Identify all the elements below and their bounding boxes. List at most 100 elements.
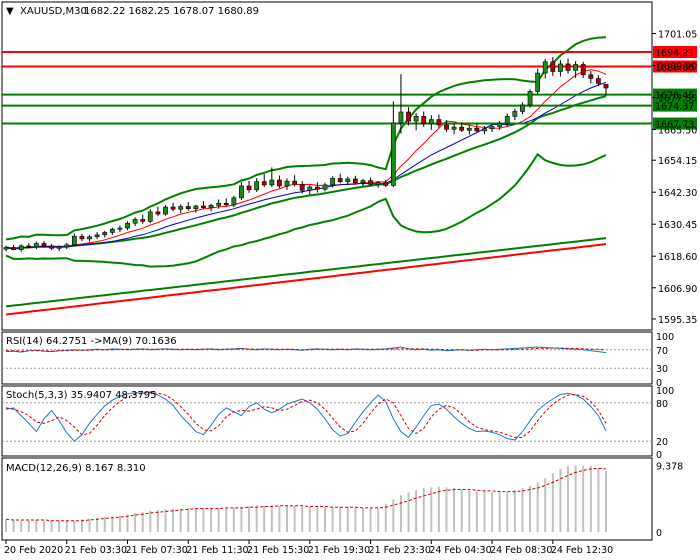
candle-body[interactable] — [193, 205, 199, 209]
candle-body[interactable] — [573, 64, 579, 71]
candle-body[interactable] — [352, 178, 358, 184]
candle-body[interactable] — [390, 122, 396, 186]
candle-body[interactable] — [246, 185, 252, 191]
candle-body[interactable] — [504, 116, 510, 124]
candle-body[interactable] — [375, 182, 381, 185]
candle-body[interactable] — [588, 74, 594, 79]
candle-body[interactable] — [565, 63, 571, 71]
candle-body[interactable] — [261, 181, 267, 186]
candle-body[interactable] — [125, 222, 130, 229]
candle-body[interactable] — [603, 84, 609, 89]
long-ma-red-line — [5, 243, 607, 316]
candle-body[interactable] — [398, 111, 404, 124]
time-tick-label: 21 Feb 03:30 — [65, 545, 127, 556]
candle-body[interactable] — [11, 247, 16, 250]
candle-body[interactable] — [147, 211, 153, 222]
macd-panel[interactable] — [1, 457, 653, 541]
candle-body[interactable] — [216, 202, 222, 206]
candle-body[interactable] — [337, 178, 343, 182]
candle-body[interactable] — [163, 206, 168, 215]
candle-body[interactable] — [269, 179, 275, 186]
rsi-panel[interactable] — [1, 331, 653, 385]
candle-body[interactable] — [330, 178, 335, 186]
candle-body[interactable] — [170, 206, 176, 210]
rsi-tick-label: 100 — [656, 332, 674, 343]
candle-body[interactable] — [201, 205, 206, 208]
candle-body[interactable] — [231, 197, 237, 206]
price-tick-label: 1701.05 — [658, 30, 697, 41]
level-tag-text-1688.86: 1688.86 — [655, 62, 694, 73]
candle-body[interactable] — [56, 246, 62, 249]
candle-body[interactable] — [474, 127, 480, 132]
candle-body[interactable] — [155, 211, 161, 215]
candle-body[interactable] — [64, 244, 70, 248]
candle-body[interactable] — [421, 116, 427, 125]
rsi-tick-label: 70 — [656, 346, 668, 357]
candle-body[interactable] — [254, 181, 260, 191]
candle-body[interactable] — [132, 219, 138, 224]
candle-body[interactable] — [527, 91, 533, 106]
candle-body[interactable] — [223, 202, 229, 206]
candle-body[interactable] — [79, 235, 85, 240]
candle-body[interactable] — [292, 180, 297, 185]
candle-body[interactable] — [459, 126, 465, 131]
candle-body[interactable] — [322, 184, 328, 190]
candle-body[interactable] — [413, 116, 419, 122]
candle-body[interactable] — [208, 205, 214, 208]
candle-body[interactable] — [140, 219, 146, 222]
candle-body[interactable] — [428, 119, 434, 125]
candle-body[interactable] — [284, 180, 290, 187]
candle-body[interactable] — [307, 186, 313, 191]
candle-body[interactable] — [178, 206, 184, 210]
candle-body[interactable] — [41, 243, 47, 247]
macd-title: MACD(12,26,9) 8.167 8.310 — [6, 463, 146, 474]
candle-body[interactable] — [558, 63, 563, 72]
candle-body[interactable] — [71, 235, 77, 246]
candle-body[interactable] — [315, 186, 320, 190]
symbol-timeframe: XAUUSD,M30 — [20, 6, 87, 17]
candle-body[interactable] — [239, 185, 244, 199]
candle-body[interactable] — [596, 78, 601, 84]
stoch-tick-label: 80 — [656, 399, 668, 410]
candle-body[interactable] — [535, 72, 541, 92]
price-panel[interactable] — [1, 1, 653, 331]
candle-body[interactable] — [406, 111, 411, 122]
candle-body[interactable] — [277, 179, 282, 187]
stoch-tick-label: 20 — [656, 437, 668, 448]
candle-body[interactable] — [489, 126, 495, 130]
candle-body[interactable] — [466, 127, 472, 131]
candle-body[interactable] — [368, 180, 373, 185]
candle-body[interactable] — [26, 245, 32, 248]
candle-body[interactable] — [109, 228, 115, 233]
candle-body[interactable] — [87, 236, 92, 240]
price-tick-label: 1665.50 — [658, 126, 697, 137]
candle-body[interactable] — [436, 119, 442, 126]
candle-body[interactable] — [383, 182, 389, 186]
candle-body[interactable] — [444, 124, 449, 130]
level-tag-1688.86 — [653, 60, 697, 73]
candle-body[interactable] — [49, 245, 54, 249]
candle-body[interactable] — [345, 178, 351, 182]
price-tick-label: 1654.15 — [658, 156, 697, 167]
candle-body[interactable] — [451, 126, 457, 130]
stoch-tick-label: 0 — [656, 450, 662, 461]
candle-body[interactable] — [520, 104, 525, 112]
candle-body[interactable] — [33, 243, 39, 248]
candle-body[interactable] — [580, 64, 586, 76]
candle-body[interactable] — [117, 227, 123, 230]
collapse-arrow-icon[interactable]: ▼ — [6, 6, 14, 17]
fast-ma-red-line — [5, 69, 607, 250]
candle-body[interactable] — [360, 180, 366, 184]
candle-body[interactable] — [512, 111, 518, 117]
price-tick-label: 1677.35 — [658, 94, 697, 105]
candle-body[interactable] — [102, 232, 108, 236]
candle-body[interactable] — [3, 247, 9, 250]
candle-body[interactable] — [482, 128, 487, 132]
candle-body[interactable] — [185, 206, 191, 209]
candle-body[interactable] — [299, 184, 305, 191]
candle-body[interactable] — [497, 123, 503, 127]
candle-body[interactable] — [550, 61, 556, 72]
candle-body[interactable] — [542, 61, 548, 74]
candle-body[interactable] — [18, 245, 24, 250]
candle-body[interactable] — [94, 234, 100, 238]
